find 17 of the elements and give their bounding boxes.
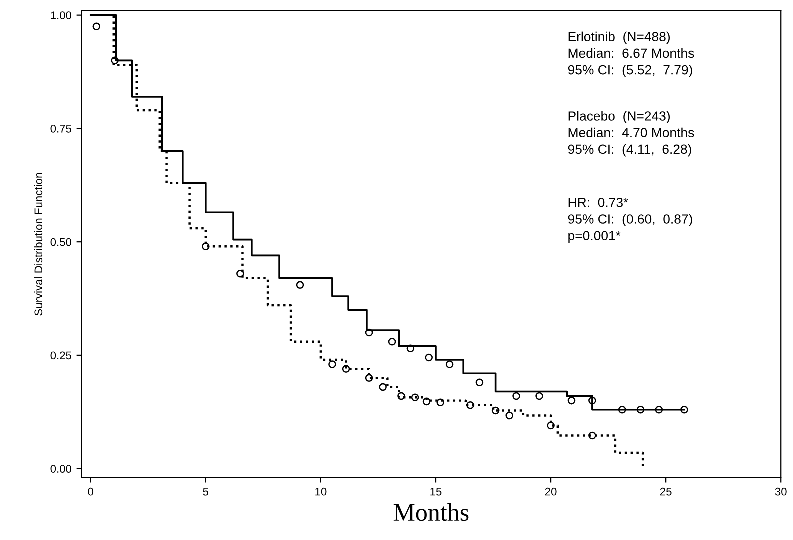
x-tick-label: 30 xyxy=(775,488,787,496)
annotation: Placebo (N=243) Median: 4.70 Months 95% CI: (4.11, 6.28) xyxy=(568,111,694,157)
y-tick-label: 0.75 xyxy=(50,124,72,133)
y-tick-label: 0.00 xyxy=(50,465,72,473)
y-tick-label: 0.50 xyxy=(50,238,72,246)
x-tick-label: 0 xyxy=(88,488,94,496)
y-axis-title: Survival Distribution Function xyxy=(34,173,43,316)
y-tick-label: 1.00 xyxy=(51,12,72,20)
x-tick-label: 20 xyxy=(545,488,557,496)
y-tick-label: 0.25 xyxy=(50,352,72,360)
x-tick-label: 25 xyxy=(660,488,672,496)
x-tick-label: 5 xyxy=(203,488,209,496)
x-tick-label: 15 xyxy=(430,488,442,496)
x-axis-title: Months xyxy=(394,504,469,522)
annotation: HR: 0.73* 95% CI: (0.60, 0.87) p=0.001* xyxy=(568,198,692,244)
annotation: Erlotinib (N=488) Median: 6.67 Months 95% CI: (5.52, 7.79) xyxy=(568,32,694,78)
x-tick-label: 10 xyxy=(316,488,327,496)
